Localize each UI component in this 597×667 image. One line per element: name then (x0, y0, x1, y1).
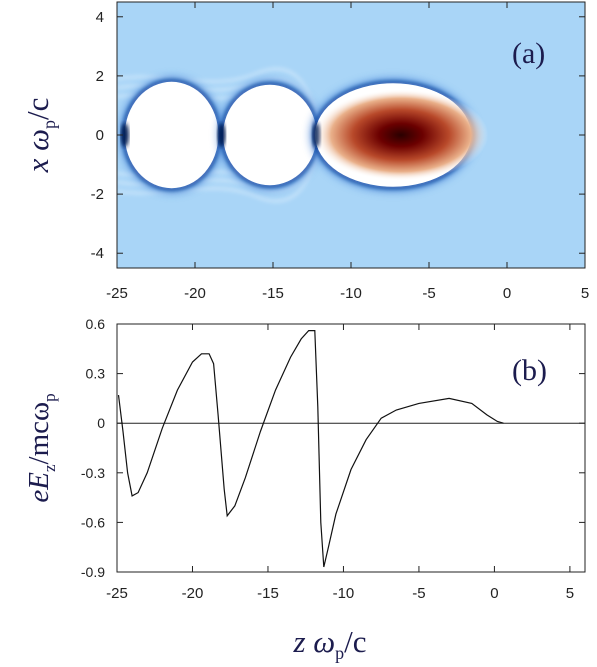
panel-a: -25 -20 -15 -10 -5 0 5 4 2 0 -2 -4 (a) x ωp/c (20, 1, 589, 302)
density-spike (120, 123, 129, 147)
panel-a-xtick-label: -5 (422, 285, 435, 302)
panel-a-label: (a) (512, 37, 545, 70)
bubble-cavity (223, 84, 317, 186)
panel-b-xtick-label: -10 (333, 585, 355, 602)
density-streak (117, 68, 321, 119)
panel-b-ytick-label: -0.6 (81, 514, 105, 530)
panel-b: -25 -20 -15 -10 -5 0 50.60.30-0.3-0.6-0.9 (b) … (23, 316, 586, 663)
panel-a-xtick-label: -20 (184, 285, 206, 302)
panel-a-xtick-label: -15 (262, 285, 284, 302)
panel-a-ytick-label: 4 (96, 9, 104, 26)
panel-b-xtick-label: 0 (490, 585, 498, 602)
panel-b-ytick-label: -0.3 (81, 465, 105, 481)
panel-b-xtick-label: -5 (412, 585, 425, 602)
svg-text:eEz/mcωp: eEz/mcωp (23, 393, 59, 502)
panel-b-xlabel: z ωp/c (292, 624, 366, 663)
panel-a-ytick-label: 0 (96, 127, 104, 144)
svg-text:x ωp/c: x ωp/c (20, 98, 59, 174)
panel-a-xtick-label: 5 (581, 285, 589, 302)
electron-bunch (313, 89, 489, 181)
panel-b-ytick-label: 0 (97, 415, 105, 431)
panel-b-xtick-label: 5 (566, 585, 574, 602)
panel-a-ylabel: x ωp/c (20, 98, 59, 174)
panel-a-ytick-label: -4 (91, 245, 104, 262)
panel-a-ytick-label: -2 (91, 186, 104, 203)
bubble-cavity (124, 81, 219, 189)
panel-b-ytick-label: 0.6 (86, 316, 106, 332)
density-streak (117, 151, 321, 202)
panel-a-xtick-label: -10 (340, 285, 362, 302)
panel-b-ytick-label: 0.3 (86, 366, 106, 382)
panel-b-xtick-label: -20 (182, 585, 204, 602)
panel-b-ytick-label: -0.9 (81, 564, 105, 580)
panel-b-xtick-label: -25 (106, 585, 128, 602)
density-spike (217, 123, 226, 147)
panel-a-xtick-label: 0 (503, 285, 511, 302)
panel-b-label: (b) (512, 354, 547, 387)
panel-b-ylabel: eEz/mcωp (23, 393, 59, 502)
density-map (117, 2, 585, 268)
panel-a-ytick-label: 2 (96, 68, 104, 85)
panel-b-frame (116, 323, 586, 573)
panel-a-xtick-label: -25 (106, 285, 128, 302)
field-series-line (117, 330, 504, 568)
panel-b-xtick-label: -15 (257, 585, 279, 602)
